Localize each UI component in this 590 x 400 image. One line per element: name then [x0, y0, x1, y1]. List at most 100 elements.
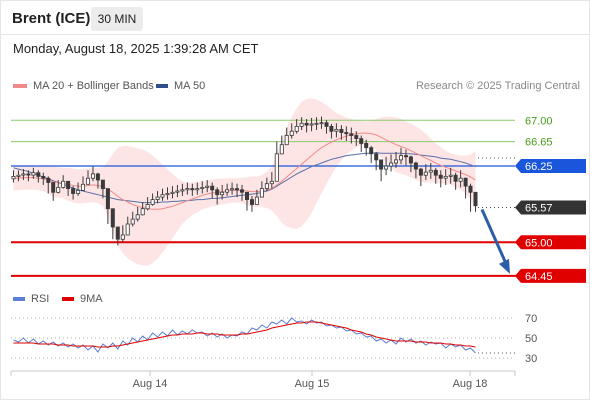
- candle-body: [150, 199, 155, 205]
- candle-body: [448, 174, 453, 177]
- rsi-tick-50: 50: [525, 333, 537, 345]
- ma20-line: [13, 132, 476, 210]
- candle-body: [274, 153, 279, 182]
- candle-body: [31, 172, 36, 176]
- candles: [11, 116, 478, 246]
- candle-body: [269, 180, 274, 185]
- projection-arrow-shaft: [480, 208, 509, 267]
- candle-body: [249, 199, 254, 205]
- copyright: Research © 2025 Trading Central: [415, 80, 580, 92]
- candle-body: [230, 188, 235, 191]
- candle-body: [190, 188, 195, 191]
- candle-body: [289, 130, 294, 136]
- candle-body: [304, 122, 309, 126]
- candle-body: [299, 122, 304, 127]
- candle-body: [195, 188, 200, 191]
- x-tick-label-1: Aug 15: [295, 378, 330, 390]
- candle-body: [349, 133, 354, 136]
- ma50-swatch: [156, 84, 168, 88]
- timeframe-button[interactable]: 30 MIN: [91, 7, 143, 31]
- candle-body: [210, 185, 215, 191]
- candle-body: [71, 188, 76, 194]
- legend-ma20-label: MA 20 + Bollinger Bands: [33, 80, 154, 92]
- ma50-line: [13, 152, 476, 204]
- rsi-tick-70: 70: [525, 313, 537, 325]
- candle-body: [155, 196, 160, 200]
- candle-body: [344, 132, 349, 135]
- candle-body: [125, 223, 130, 236]
- rsi-tick-30: 30: [525, 353, 537, 365]
- candle-body: [120, 234, 125, 240]
- candle-body: [86, 177, 91, 185]
- candle-body: [220, 191, 225, 196]
- legend-rsi-ma: 9MA: [62, 293, 103, 305]
- candle-body: [11, 175, 16, 180]
- level-label-65-00: 65.00: [525, 237, 553, 249]
- candle-body: [200, 186, 205, 189]
- candle-body: [175, 190, 180, 193]
- rsi-ma-line: [13, 321, 476, 348]
- level-tag-65-57: [515, 200, 586, 215]
- candle-body: [76, 189, 81, 194]
- candle-body: [329, 126, 334, 132]
- candle-body: [61, 180, 66, 188]
- candle-body: [309, 123, 314, 126]
- candle-body: [324, 122, 329, 127]
- candle-body: [314, 122, 319, 125]
- candle-body: [110, 208, 115, 228]
- candle-body: [26, 173, 31, 176]
- rsi-line: [13, 317, 476, 354]
- candle-body: [105, 188, 110, 210]
- candle-body: [284, 135, 289, 146]
- level-label-66-65: 66.65: [525, 137, 553, 149]
- candle-body: [66, 180, 71, 190]
- candle-body: [259, 188, 264, 198]
- candle-body: [36, 172, 41, 177]
- candle-body: [423, 171, 428, 176]
- instrument-title: Brent (ICE): [12, 10, 91, 27]
- candle-body: [254, 196, 259, 205]
- candle-body: [389, 162, 394, 167]
- rsi-swatch: [13, 297, 25, 301]
- candle-body: [21, 173, 26, 176]
- candle-body: [443, 175, 448, 179]
- candle-body: [294, 126, 299, 132]
- candle-body: [145, 204, 150, 210]
- candle-body: [56, 186, 61, 193]
- level-label-66-25: 66.25: [525, 161, 553, 173]
- candle-body: [16, 174, 21, 177]
- candle-body: [369, 147, 374, 155]
- legend-rsi-ma-label: 9MA: [80, 293, 103, 305]
- candle-body: [41, 175, 46, 179]
- candle-body: [215, 189, 220, 196]
- candle-body: [170, 191, 175, 194]
- legend-rsi: RSI: [13, 293, 49, 305]
- legend-rsi-label: RSI: [31, 293, 50, 305]
- candle-body: [403, 155, 408, 158]
- candle-body: [205, 185, 210, 188]
- rsi-ma-swatch: [62, 297, 74, 301]
- candle-body: [379, 159, 384, 170]
- level-label-67-00: 67.00: [525, 115, 553, 127]
- candle-body: [264, 183, 269, 189]
- candle-body: [468, 185, 473, 193]
- candle-body: [100, 179, 105, 190]
- candle-body: [51, 182, 56, 193]
- header-divider: [0, 34, 590, 35]
- candle-body: [408, 156, 413, 164]
- level-tag-64-45: [515, 268, 586, 283]
- candle-body: [91, 173, 96, 179]
- candle-body: [354, 135, 359, 139]
- candle-body: [180, 189, 185, 192]
- candle-body: [359, 138, 364, 144]
- projection-arrow-head: [499, 258, 510, 274]
- legend-ma20: MA 20 + Bollinger Bands: [13, 80, 154, 92]
- candle-body: [393, 159, 398, 164]
- level-tag-65-00: [515, 235, 586, 250]
- candle-body: [398, 155, 403, 161]
- candle-body: [130, 218, 135, 225]
- candle-body: [135, 214, 140, 220]
- candle-body: [339, 128, 344, 133]
- candle-body: [453, 174, 458, 182]
